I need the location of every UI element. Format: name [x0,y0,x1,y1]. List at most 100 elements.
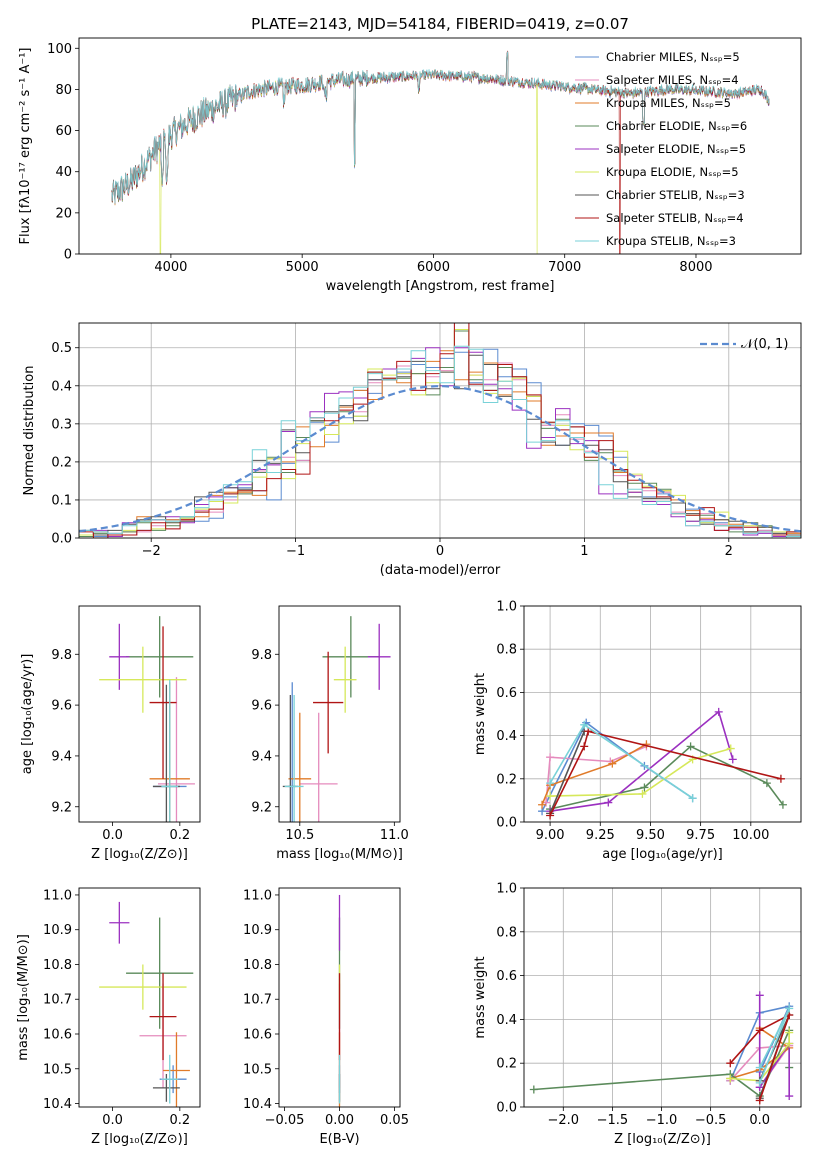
weight-marker-salpeter-elodie [604,798,613,807]
x-tick-label: 9.50 [636,828,665,843]
mass-vs-ebv-axes: −0.05 0.00 0.05 10.4 10.5 10.6 10.7 10.8 10.9 11.… [243,887,409,1147]
weight-marker-chabrier-elodie [778,800,787,809]
x-tick-label: −1.5 [597,1113,629,1128]
histogram-kroupa-stelib [79,345,801,538]
legend-item-salpeter-elodie: Salpeter ELODIE, Nₛₛₚ=5 [606,142,746,156]
y-tick-label: 10.7 [243,993,272,1008]
weight-line-kroupa-elodie [730,1032,790,1082]
x-tick-label: 11.0 [380,828,409,843]
x-axis-label: Z [log₁₀(Z/Z⊙)] [91,1132,188,1147]
y-tick-label: 10.5 [43,1062,72,1077]
x-tick-label: 2 [725,544,733,559]
spectrum-panel [111,50,770,254]
mass-weight-vs-age-panel [524,605,801,823]
point-salpeter-miles [299,712,338,822]
x-tick-label: 9.75 [686,828,715,843]
y-tick-label: 0.1 [51,493,72,508]
spectrum-plot-area [111,50,770,254]
y-tick-label: 0.4 [496,729,517,744]
y-tick-label: 60 [55,124,72,139]
age-vs-mass-panel [282,616,391,822]
weight-marker-salpeter-elodie [755,991,764,1000]
weight-marker-kroupa-stelib [755,1063,764,1072]
x-tick-label: −0.05 [265,1113,305,1128]
mass-weight-vs-Z-axes: −2.0 −1.5 −1.0 −0.5 0.0 0.0 0.2 0.4 0.6 0.8 1.0 Z [… [473,882,802,1147]
point-kroupa-elodie [99,964,187,1010]
x-tick-label: −1.0 [646,1113,678,1128]
x-tick-label: 9.00 [536,828,565,843]
weight-line-salpeter-elodie [549,710,734,812]
point-kroupa-stelib [161,679,179,822]
x-tick-label: −1 [286,544,305,559]
x-tick-label: 0.2 [169,828,190,843]
y-tick-label: 0.3 [51,417,72,432]
legend-item-salpeter-stelib: Salpeter STELIB, Nₛₛₚ=4 [606,211,744,225]
y-tick-label: 10.8 [43,958,72,973]
point-kroupa-miles [163,1032,190,1107]
y-tick-label: 10.9 [243,923,272,938]
weight-marker-chabrier-elodie [640,783,649,792]
x-tick-label: 1 [580,544,588,559]
legend-item-chabrier-miles: Chabrier MILES, Nₛₛₚ=5 [606,50,740,64]
y-tick-label: 10.5 [243,1062,272,1077]
axes-frame [78,887,201,1108]
mass-weight-vs-Z-plot-area [529,991,794,1105]
weight-marker-salpeter-stelib [726,1059,735,1068]
point-kroupa-stelib [284,694,304,822]
y-tick-label: 0.8 [496,925,517,940]
legend-item-normal: 𝒩(0, 1) [741,337,788,352]
point-salpeter-stelib [313,651,344,754]
weight-marker-kroupa-stelib [755,1078,764,1087]
point-salpeter-elodie [367,623,391,690]
x-tick-label: 0.0 [749,1113,770,1128]
y-tick-label: 0.4 [496,1013,517,1028]
y-tick-label: 0.2 [496,1057,517,1072]
x-axis-label: mass [log₁₀(M/M⊙)] [276,847,403,862]
y-tick-label: 0.6 [496,686,517,701]
legend-item-chabrier-stelib: Chabrier STELIB, Nₛₛₚ=3 [606,188,745,202]
mass-vs-Z-plot-area [99,901,194,1107]
axes-frame [523,605,802,823]
y-tick-label: 10.9 [43,923,72,938]
point-kroupa-stelib [161,1054,179,1104]
y-tick-label: 11.0 [243,888,272,903]
x-tick-label: 0.00 [325,1113,354,1128]
x-tick-label: 0 [436,544,444,559]
x-tick-label: 4000 [154,260,187,275]
weight-marker-salpeter-elodie [785,1092,794,1101]
y-tick-label: 0.4 [51,379,72,394]
legend-item-kroupa-stelib: Kroupa STELIB, Nₛₛₚ=3 [606,234,736,248]
weight-marker-salpeter-stelib [755,1026,764,1035]
y-tick-label: 0.6 [496,969,517,984]
axes-frame [78,605,201,823]
legend-item-kroupa-elodie: Kroupa ELODIE, Nₛₛₚ=5 [606,165,739,179]
weight-marker-salpeter-stelib [580,742,589,751]
weight-marker-salpeter-stelib [584,727,593,736]
weight-marker-kroupa-elodie [726,1074,735,1083]
weight-marker-kroupa-stelib [546,779,555,788]
y-tick-label: 10.4 [43,1097,72,1112]
x-tick-label: 5000 [286,260,319,275]
weight-marker-salpeter-stelib [755,1096,764,1105]
y-tick-label: 80 [55,83,72,98]
weight-marker-kroupa-elodie [638,789,647,798]
weight-line-kroupa-miles [541,743,647,806]
weight-marker-kroupa-elodie [785,1028,794,1037]
y-axis-label: mass weight [473,673,488,755]
y-tick-label: 9.8 [251,648,272,663]
x-axis-label: E(B-V) [319,1132,359,1147]
x-tick-label: −0.5 [695,1113,727,1128]
y-tick-label: 0.0 [496,1101,517,1116]
weight-line-chabrier-stelib [549,730,585,814]
y-tick-label: 10.8 [243,958,272,973]
spectrum-line-kroupa-stelib [111,51,770,204]
age-vs-mass-plot-area [282,616,391,822]
y-tick-label: 1.0 [496,882,517,897]
weight-line-salpeter-elodie [758,995,790,1096]
mass-vs-Z-axes: 0.0 0.2 10.4 10.5 10.6 10.7 10.8 10.9 11.0 Z [log… [16,887,201,1147]
x-axis-label: Z [log₁₀(Z/Z⊙)] [614,1132,711,1147]
weight-marker-chabrier-elodie [686,742,695,751]
age-vs-Z-panel [99,616,195,822]
y-tick-label: 9.6 [251,699,272,714]
y-tick-label: 0.2 [51,455,72,470]
